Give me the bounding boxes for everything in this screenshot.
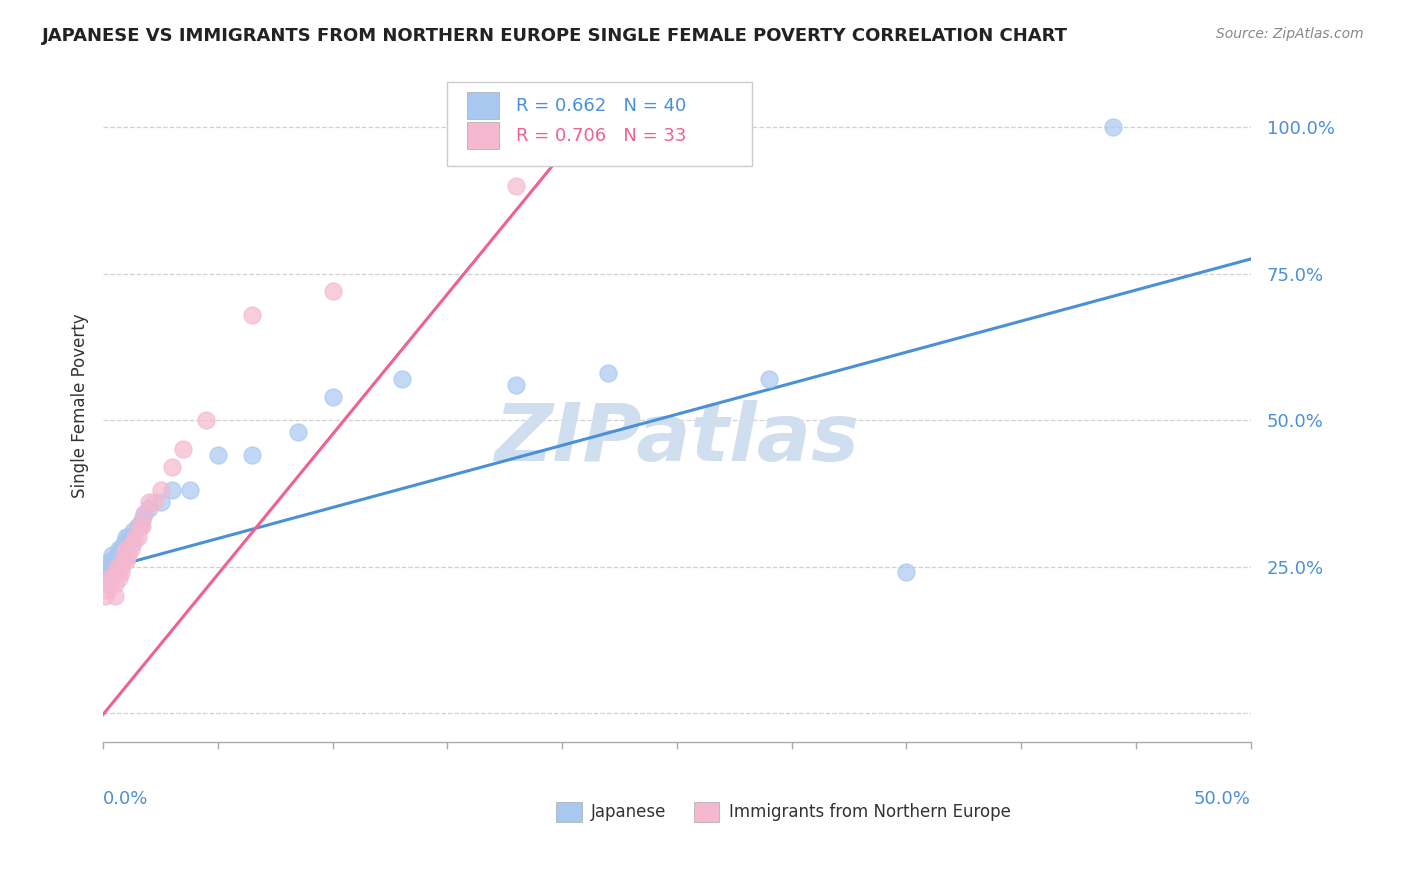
Point bbox=[108, 542, 131, 557]
Text: Source: ZipAtlas.com: Source: ZipAtlas.com bbox=[1216, 27, 1364, 41]
Point bbox=[117, 548, 139, 562]
Point bbox=[98, 554, 121, 568]
Point bbox=[122, 524, 145, 539]
Point bbox=[134, 507, 156, 521]
Point bbox=[160, 460, 183, 475]
Text: ZIPatlas: ZIPatlas bbox=[495, 401, 859, 478]
Point bbox=[115, 542, 138, 557]
FancyBboxPatch shape bbox=[557, 802, 582, 822]
Point bbox=[105, 554, 128, 568]
Point bbox=[110, 542, 132, 557]
Point bbox=[101, 548, 124, 562]
Point bbox=[108, 548, 131, 562]
Point bbox=[391, 372, 413, 386]
Point bbox=[105, 559, 128, 574]
Point bbox=[505, 378, 527, 392]
Point bbox=[127, 530, 149, 544]
Point bbox=[94, 566, 117, 580]
Point bbox=[131, 513, 153, 527]
Point bbox=[142, 495, 165, 509]
Point bbox=[120, 542, 142, 557]
Y-axis label: Single Female Poverty: Single Female Poverty bbox=[72, 313, 89, 498]
Point bbox=[598, 366, 620, 380]
Point bbox=[195, 413, 218, 427]
Point bbox=[122, 536, 145, 550]
Point bbox=[104, 559, 127, 574]
FancyBboxPatch shape bbox=[695, 802, 720, 822]
Point bbox=[149, 483, 172, 498]
FancyBboxPatch shape bbox=[467, 122, 499, 149]
Point bbox=[160, 483, 183, 498]
Point bbox=[110, 566, 132, 580]
Text: R = 0.706   N = 33: R = 0.706 N = 33 bbox=[516, 127, 686, 145]
Point bbox=[101, 554, 124, 568]
Point bbox=[104, 554, 127, 568]
Text: 50.0%: 50.0% bbox=[1194, 789, 1251, 807]
Point bbox=[127, 518, 149, 533]
Point bbox=[108, 571, 131, 585]
Point bbox=[104, 589, 127, 603]
Point bbox=[240, 448, 263, 462]
FancyBboxPatch shape bbox=[467, 92, 499, 119]
Point bbox=[98, 577, 121, 591]
Point bbox=[115, 536, 138, 550]
Point bbox=[112, 536, 135, 550]
Point bbox=[105, 548, 128, 562]
Point bbox=[105, 566, 128, 580]
Point bbox=[94, 589, 117, 603]
Point bbox=[112, 554, 135, 568]
Point bbox=[1102, 120, 1125, 135]
Text: R = 0.662   N = 40: R = 0.662 N = 40 bbox=[516, 96, 686, 114]
Point bbox=[322, 284, 344, 298]
Point bbox=[117, 530, 139, 544]
Point bbox=[134, 507, 156, 521]
Point bbox=[128, 518, 150, 533]
Point bbox=[179, 483, 201, 498]
Point bbox=[101, 571, 124, 585]
Text: 0.0%: 0.0% bbox=[103, 789, 149, 807]
Point bbox=[120, 530, 142, 544]
Point bbox=[207, 448, 229, 462]
Point bbox=[98, 566, 121, 580]
Point bbox=[97, 583, 120, 598]
Point bbox=[287, 425, 309, 439]
Point bbox=[97, 559, 120, 574]
Point bbox=[110, 559, 132, 574]
Text: JAPANESE VS IMMIGRANTS FROM NORTHERN EUROPE SINGLE FEMALE POVERTY CORRELATION CH: JAPANESE VS IMMIGRANTS FROM NORTHERN EUR… bbox=[42, 27, 1069, 45]
Point bbox=[172, 442, 194, 457]
Point bbox=[322, 390, 344, 404]
Point bbox=[124, 530, 146, 544]
Point bbox=[505, 178, 527, 193]
Point bbox=[97, 559, 120, 574]
Point bbox=[128, 518, 150, 533]
Point bbox=[98, 559, 121, 574]
Point bbox=[104, 577, 127, 591]
Point bbox=[131, 518, 153, 533]
FancyBboxPatch shape bbox=[447, 82, 752, 166]
Point bbox=[758, 372, 780, 386]
Point bbox=[138, 495, 160, 509]
Point bbox=[110, 548, 132, 562]
Point bbox=[112, 548, 135, 562]
Point bbox=[115, 530, 138, 544]
Point bbox=[896, 566, 918, 580]
Point bbox=[98, 571, 121, 585]
Point bbox=[138, 501, 160, 516]
Text: Immigrants from Northern Europe: Immigrants from Northern Europe bbox=[728, 803, 1011, 821]
Point bbox=[240, 308, 263, 322]
Text: Japanese: Japanese bbox=[591, 803, 666, 821]
Point bbox=[115, 554, 138, 568]
Point bbox=[149, 495, 172, 509]
